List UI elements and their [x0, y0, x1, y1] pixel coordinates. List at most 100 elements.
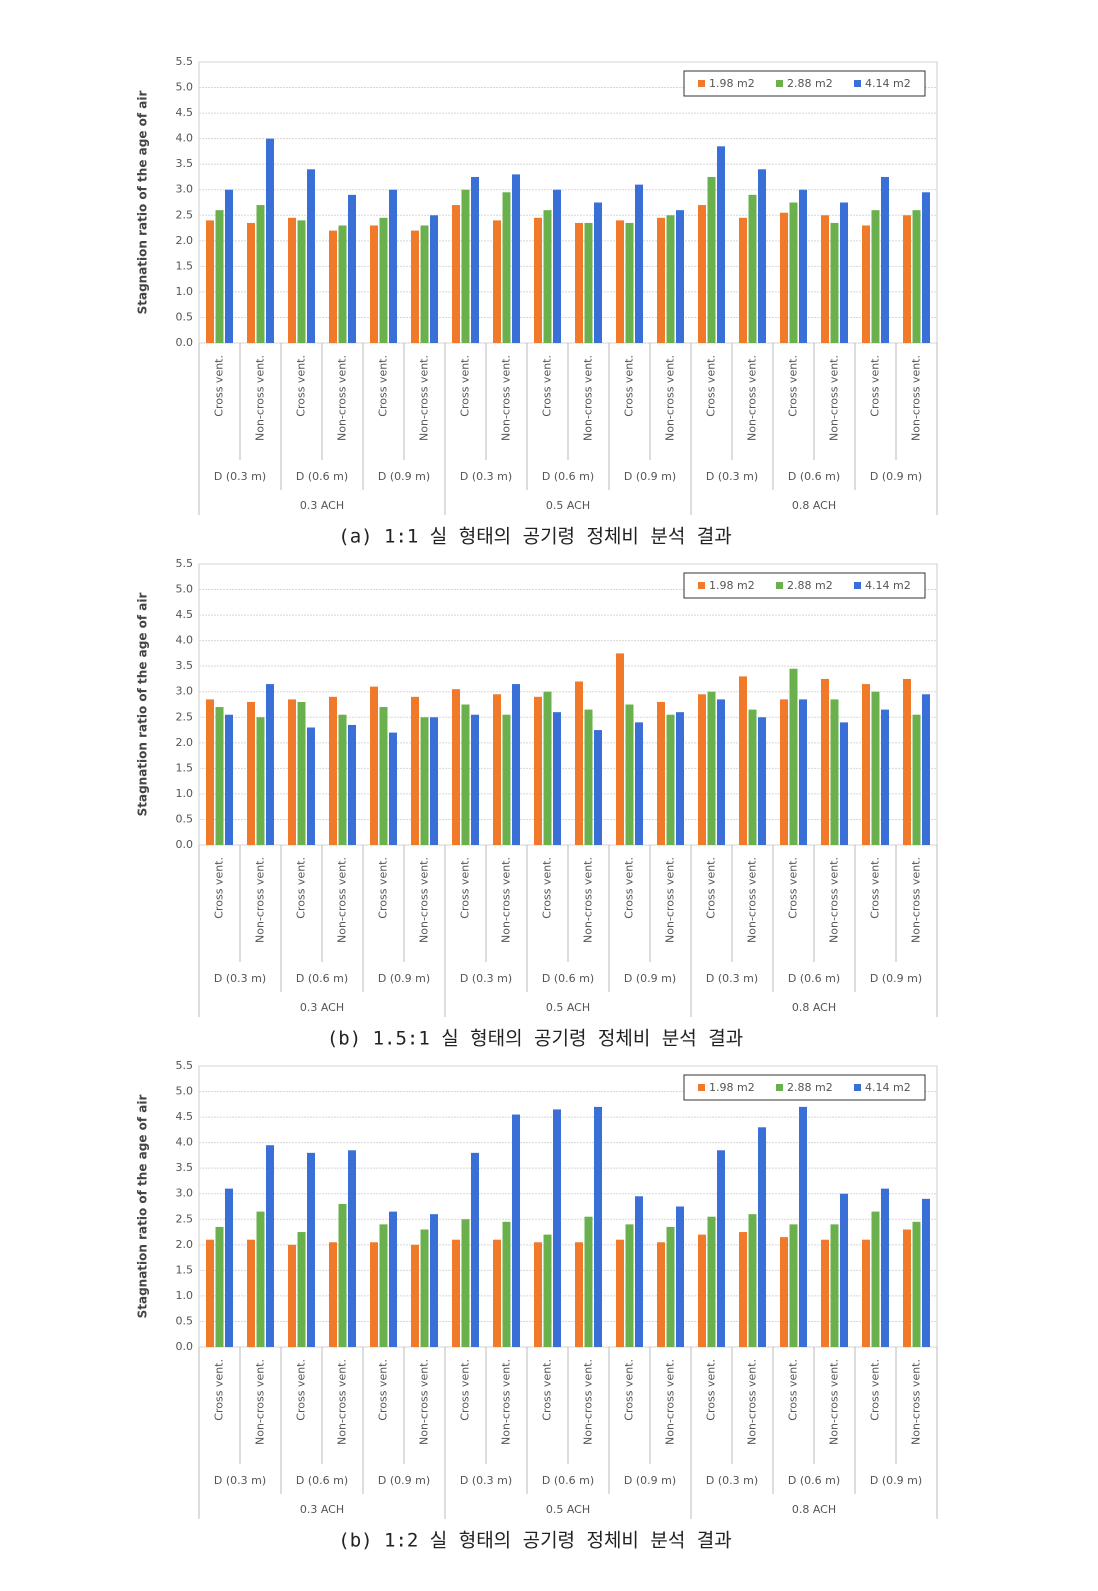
bar [329, 230, 337, 343]
x-tick-label: Non-cross vent. [500, 857, 513, 943]
bar [420, 225, 429, 343]
bar [461, 704, 470, 845]
bar [594, 1106, 602, 1347]
bar [338, 1203, 347, 1347]
bar [903, 215, 911, 343]
bar [471, 176, 479, 343]
x-tick-label: Cross vent. [541, 1359, 554, 1421]
subgroup-label: D (0.6 m) [542, 972, 594, 985]
x-tick-label: Cross vent. [213, 1359, 226, 1421]
y-tick-label: 1.0 [176, 285, 194, 298]
subgroup-label: D (0.6 m) [296, 1474, 348, 1487]
y-tick-label: 4.0 [176, 132, 194, 145]
bar [389, 1211, 397, 1347]
y-tick-label: 2.5 [176, 1212, 194, 1225]
y-tick-label: 1.5 [176, 259, 194, 272]
x-tick-label: Cross vent. [623, 355, 636, 417]
y-tick-label: 2.5 [176, 208, 194, 221]
bar [625, 222, 634, 343]
x-tick-label: Non-cross vent. [336, 1359, 349, 1445]
subgroup-label: D (0.9 m) [870, 972, 922, 985]
bar [862, 225, 870, 343]
group-label: 0.3 ACH [300, 1503, 344, 1516]
bar [307, 1152, 315, 1347]
x-tick-label: Cross vent. [541, 857, 554, 919]
bar [789, 202, 798, 343]
subgroup-label: D (0.9 m) [378, 470, 430, 483]
bar [584, 709, 593, 845]
bar [297, 1232, 306, 1347]
subgroup-label: D (0.3 m) [460, 470, 512, 483]
x-tick-label: Non-cross vent. [418, 1359, 431, 1445]
bar [821, 1239, 829, 1347]
bar [871, 691, 880, 845]
x-tick-label: Cross vent. [705, 857, 718, 919]
bar [215, 1226, 224, 1347]
y-tick-label: 5.5 [176, 55, 194, 68]
bar [616, 1239, 624, 1347]
bar [493, 220, 501, 343]
x-tick-label: Non-cross vent. [500, 1359, 513, 1445]
x-tick-label: Cross vent. [787, 355, 800, 417]
bar [307, 169, 315, 343]
bar [717, 1150, 725, 1347]
x-tick-label: Cross vent. [623, 1359, 636, 1421]
x-tick-label: Non-cross vent. [910, 1359, 923, 1445]
x-tick-label: Non-cross vent. [746, 857, 759, 943]
bar [370, 1242, 378, 1347]
bar [922, 1198, 930, 1347]
bar [575, 681, 583, 845]
x-tick-label: Cross vent. [623, 857, 636, 919]
y-tick-label: 1.0 [176, 1289, 194, 1302]
bar [247, 1239, 255, 1347]
bar [512, 174, 520, 343]
x-tick-label: Non-cross vent. [582, 857, 595, 943]
bar [862, 684, 870, 845]
bar [288, 699, 296, 845]
chart-caption: (b) 1.5:1 실 형태의 공기령 정체비 분석 결과 [327, 1028, 743, 1050]
bar [625, 704, 634, 845]
group-label: 0.3 ACH [300, 499, 344, 512]
bar [717, 146, 725, 343]
bar [739, 676, 747, 845]
legend-box [683, 1074, 926, 1101]
x-tick-label: Non-cross vent. [254, 857, 267, 943]
bar [584, 1216, 593, 1347]
bar [657, 1242, 665, 1347]
legend-label: 1.98 m2 [709, 579, 755, 592]
subgroup-label: D (0.9 m) [870, 470, 922, 483]
bar [780, 212, 788, 343]
bar [389, 189, 397, 343]
bar [830, 699, 839, 845]
bar [297, 701, 306, 845]
y-tick-label: 3.0 [176, 685, 194, 698]
y-tick-label: 5.0 [176, 1085, 194, 1098]
bar [534, 1242, 542, 1347]
bar [707, 176, 716, 343]
group-label: 0.5 ACH [546, 1503, 590, 1516]
x-tick-label: Non-cross vent. [828, 355, 841, 441]
bar [657, 217, 665, 343]
legend-swatch [698, 80, 705, 87]
bar [799, 189, 807, 343]
x-tick-label: Cross vent. [869, 1359, 882, 1421]
bar [256, 717, 265, 845]
x-tick-label: Non-cross vent. [664, 1359, 677, 1445]
y-tick-label: 0.0 [176, 838, 194, 851]
bar [594, 202, 602, 343]
bar [543, 210, 552, 343]
subgroup-label: D (0.6 m) [788, 1474, 840, 1487]
bar [206, 699, 214, 845]
bar [206, 220, 214, 343]
chart-caption: (a) 1:1 실 형태의 공기령 정체비 분석 결과 [338, 526, 731, 548]
y-tick-label: 3.5 [176, 659, 194, 672]
bar [430, 1214, 438, 1347]
bar [543, 1234, 552, 1347]
bar [625, 1224, 634, 1347]
x-tick-label: Non-cross vent. [746, 355, 759, 441]
bar [575, 222, 583, 343]
legend-swatch [776, 1084, 783, 1091]
subgroup-label: D (0.9 m) [378, 972, 430, 985]
x-tick-label: Non-cross vent. [828, 1359, 841, 1445]
